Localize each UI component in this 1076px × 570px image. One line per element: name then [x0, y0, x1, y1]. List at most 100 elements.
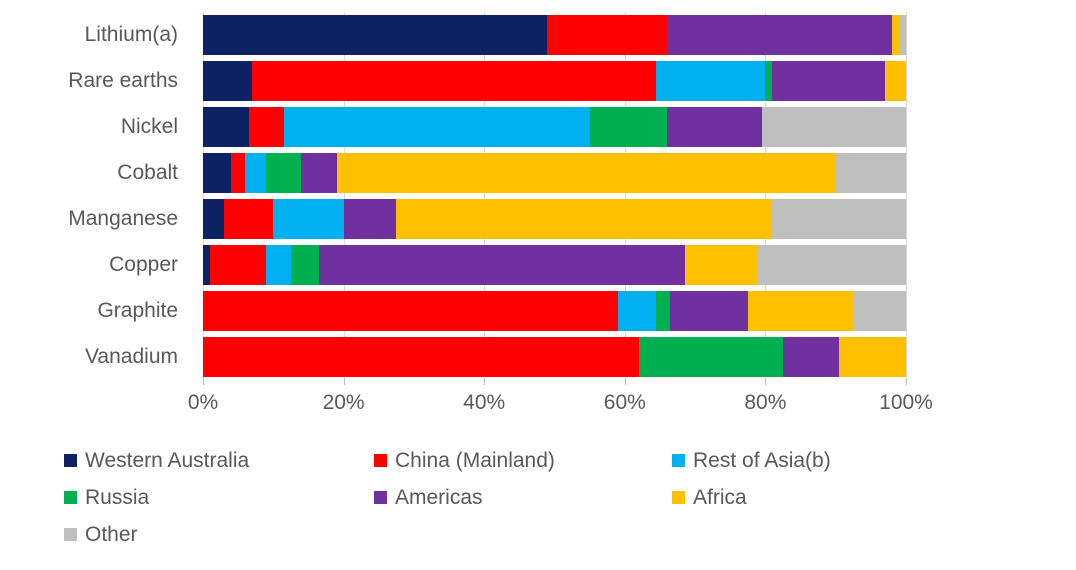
legend-swatch-icon	[374, 491, 387, 504]
bar-segment	[396, 199, 773, 239]
category-label: Nickel	[120, 115, 178, 138]
category-label: Graphite	[97, 299, 178, 322]
bar-segment	[884, 61, 906, 101]
bar-row-vanadium	[203, 337, 906, 377]
x-tick-label: 100%	[879, 391, 933, 414]
bar-segment	[617, 291, 657, 331]
gridline-20	[343, 12, 345, 378]
category-label: Rare earths	[68, 69, 178, 92]
bar-row-rare-earths	[203, 61, 906, 101]
bar-segment	[853, 291, 906, 331]
bar-segment	[891, 15, 901, 55]
bar-segment	[772, 61, 885, 101]
x-tick-label: 80%	[744, 391, 787, 414]
bar-rows	[203, 12, 906, 378]
gridline-0	[203, 12, 204, 378]
bar-segment	[203, 61, 253, 101]
x-tick-label: 0%	[187, 391, 219, 414]
bar-segment	[747, 291, 854, 331]
bar-segment	[666, 107, 762, 147]
bar-segment	[266, 245, 291, 285]
gridline-80	[765, 12, 767, 378]
bar-segment	[336, 153, 836, 193]
bar-segment	[656, 291, 671, 331]
legend-item-china-mainland: China (Mainland)	[374, 449, 672, 472]
bar-row-manganese	[203, 199, 906, 239]
plot-area	[203, 12, 907, 385]
bar-segment	[266, 153, 302, 193]
bar-segment	[343, 199, 397, 239]
axis-tick-100	[906, 378, 907, 385]
bar-segment	[248, 107, 284, 147]
bar-segment	[589, 107, 667, 147]
x-tick-label: 60%	[603, 391, 646, 414]
bar-segment	[245, 153, 267, 193]
bar-segment	[203, 153, 232, 193]
bar-segment	[231, 153, 246, 193]
legend-label: Western Australia	[85, 449, 250, 472]
gridline-40	[484, 12, 486, 378]
bar-row-copper	[203, 245, 906, 285]
bar-segment	[210, 245, 267, 285]
legend-item-russia: Russia	[64, 486, 374, 509]
legend-swatch-icon	[64, 491, 77, 504]
legend-swatch-icon	[672, 454, 685, 467]
axis-tick-0	[203, 378, 204, 385]
category-label: Manganese	[68, 207, 178, 230]
legend-label: China (Mainland)	[395, 449, 555, 472]
bar-segment	[203, 291, 618, 331]
bar-segment	[835, 153, 906, 193]
gridline-60	[624, 12, 626, 378]
category-label: Lithium(a)	[84, 23, 178, 46]
axis-tick-20	[343, 378, 345, 385]
legend-label: Other	[85, 523, 138, 546]
category-axis: Lithium(a) Rare earths Nickel Cobalt Mangane…	[0, 12, 191, 378]
legend-swatch-icon	[64, 454, 77, 467]
bar-segment	[273, 199, 344, 239]
bar-segment	[283, 107, 590, 147]
bar-segment	[318, 245, 685, 285]
legend-label: Rest of Asia(b)	[693, 449, 831, 472]
bar-segment	[252, 61, 657, 101]
legend-item-rest-of-asia-b: Rest of Asia(b)	[672, 449, 982, 472]
bar-row-cobalt	[203, 153, 906, 193]
bar-segment	[224, 199, 274, 239]
category-label: Vanadium	[84, 345, 178, 368]
legend-item-western-australia: Western Australia	[64, 449, 374, 472]
legend-label: Americas	[395, 486, 483, 509]
bar-segment	[670, 291, 748, 331]
category-label: Cobalt	[117, 161, 178, 184]
bar-row-lithium-a	[203, 15, 906, 55]
bar-segment	[203, 107, 249, 147]
bar-segment	[765, 61, 773, 101]
bar-segment	[782, 337, 840, 377]
legend-item-other: Other	[64, 523, 374, 546]
bar-segment	[301, 153, 337, 193]
bar-segment	[203, 15, 548, 55]
bar-segment	[900, 15, 906, 55]
legend-item-africa: Africa	[672, 486, 982, 509]
x-tick-label: 40%	[463, 391, 506, 414]
bar-segment	[656, 61, 766, 101]
legend-swatch-icon	[672, 491, 685, 504]
bar-segment	[203, 337, 639, 377]
axis-tick-80	[765, 378, 767, 385]
legend-swatch-icon	[64, 528, 77, 541]
axis-tick-60	[624, 378, 626, 385]
gridline-100	[906, 12, 907, 378]
x-tick-label: 20%	[322, 391, 365, 414]
bar-segment	[761, 107, 906, 147]
bar-segment	[203, 199, 225, 239]
bar-segment	[290, 245, 319, 285]
category-label: Copper	[109, 253, 178, 276]
bar-segment	[203, 245, 211, 285]
bar-segment	[666, 15, 892, 55]
bar-row-nickel	[203, 107, 906, 147]
bar-segment	[547, 15, 667, 55]
legend-label: Africa	[693, 486, 747, 509]
axis-tick-40	[484, 378, 486, 385]
legend-item-americas: Americas	[374, 486, 672, 509]
legend-swatch-icon	[374, 454, 387, 467]
bar-row-graphite	[203, 291, 906, 331]
